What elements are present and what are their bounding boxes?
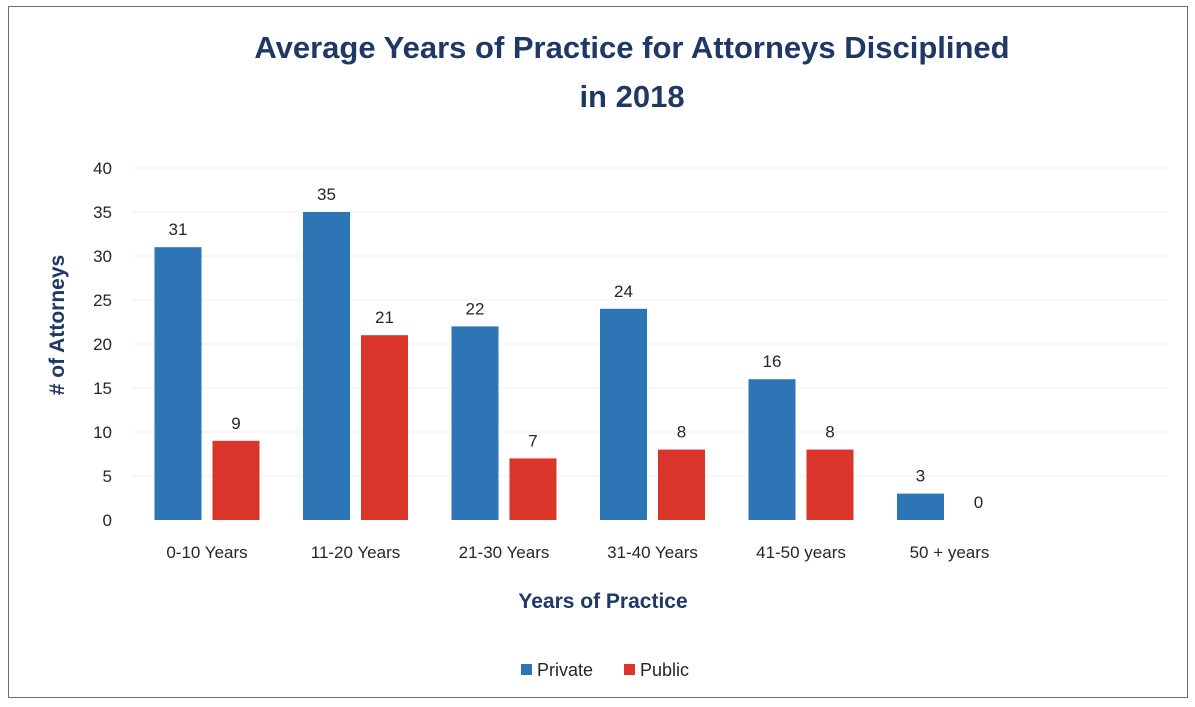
bar-private	[897, 493, 944, 520]
bar-private	[748, 379, 796, 520]
x-category-label: 31-40 Years	[607, 543, 698, 562]
y-axis-ticks: 0 5 10 15 20 25 30 35 40	[93, 159, 112, 530]
data-label: 21	[375, 308, 394, 327]
y-tick-label: 20	[93, 335, 112, 354]
y-tick-label: 30	[93, 247, 112, 266]
y-tick-label: 5	[103, 467, 112, 486]
x-category-label: 11-20 Years	[311, 543, 400, 562]
chart-title-line-1: Average Years of Practice for Attorneys …	[254, 30, 1009, 65]
data-label: 0	[974, 493, 983, 512]
data-label: 8	[677, 423, 686, 442]
legend: Private Public	[521, 660, 689, 680]
x-category-label: 50 + years	[910, 543, 990, 562]
legend-swatch-private	[521, 664, 532, 675]
bar-private	[451, 326, 499, 520]
y-tick-label: 40	[93, 159, 112, 178]
data-label: 22	[466, 299, 485, 318]
y-tick-label: 15	[93, 379, 112, 398]
x-category-label: 41-50 years	[756, 543, 846, 562]
data-label: 35	[317, 185, 336, 204]
legend-swatch-public	[624, 664, 635, 675]
bar-public	[658, 449, 705, 520]
x-category-label: 0-10 Years	[166, 543, 247, 562]
x-axis-categories: 0-10 Years 11-20 Years 21-30 Years 31-40 Ye…	[166, 543, 989, 562]
legend-label-public: Public	[640, 660, 689, 680]
bar-public	[806, 449, 854, 520]
data-label: 8	[825, 423, 834, 442]
data-label: 16	[763, 352, 782, 371]
data-label: 9	[231, 414, 240, 433]
bar-public	[212, 440, 260, 520]
data-label: 7	[528, 431, 537, 450]
data-label: 31	[169, 220, 188, 239]
x-axis-title: Years of Practice	[518, 590, 687, 613]
bar-private	[303, 212, 350, 520]
legend-label-private: Private	[537, 660, 593, 680]
x-category-label: 21-30 Years	[459, 543, 550, 562]
bar-public	[361, 335, 408, 520]
chart-frame	[8, 6, 1188, 698]
chart-title-line-2: in 2018	[579, 79, 684, 114]
data-labels: 31 9 35 21 22 7 24 8 16 8 3 0	[169, 185, 984, 512]
y-tick-label: 10	[93, 423, 112, 442]
y-tick-label: 25	[93, 291, 112, 310]
data-label: 3	[916, 467, 925, 486]
bars	[154, 212, 944, 520]
y-axis-title: # of Attorneys	[46, 255, 69, 395]
data-label: 24	[614, 282, 633, 301]
y-tick-label: 35	[93, 203, 112, 222]
gridlines	[133, 167, 1168, 477]
bar-private	[154, 247, 202, 520]
bar-public	[509, 458, 557, 520]
bar-private	[600, 308, 647, 520]
y-tick-label: 0	[103, 511, 112, 530]
